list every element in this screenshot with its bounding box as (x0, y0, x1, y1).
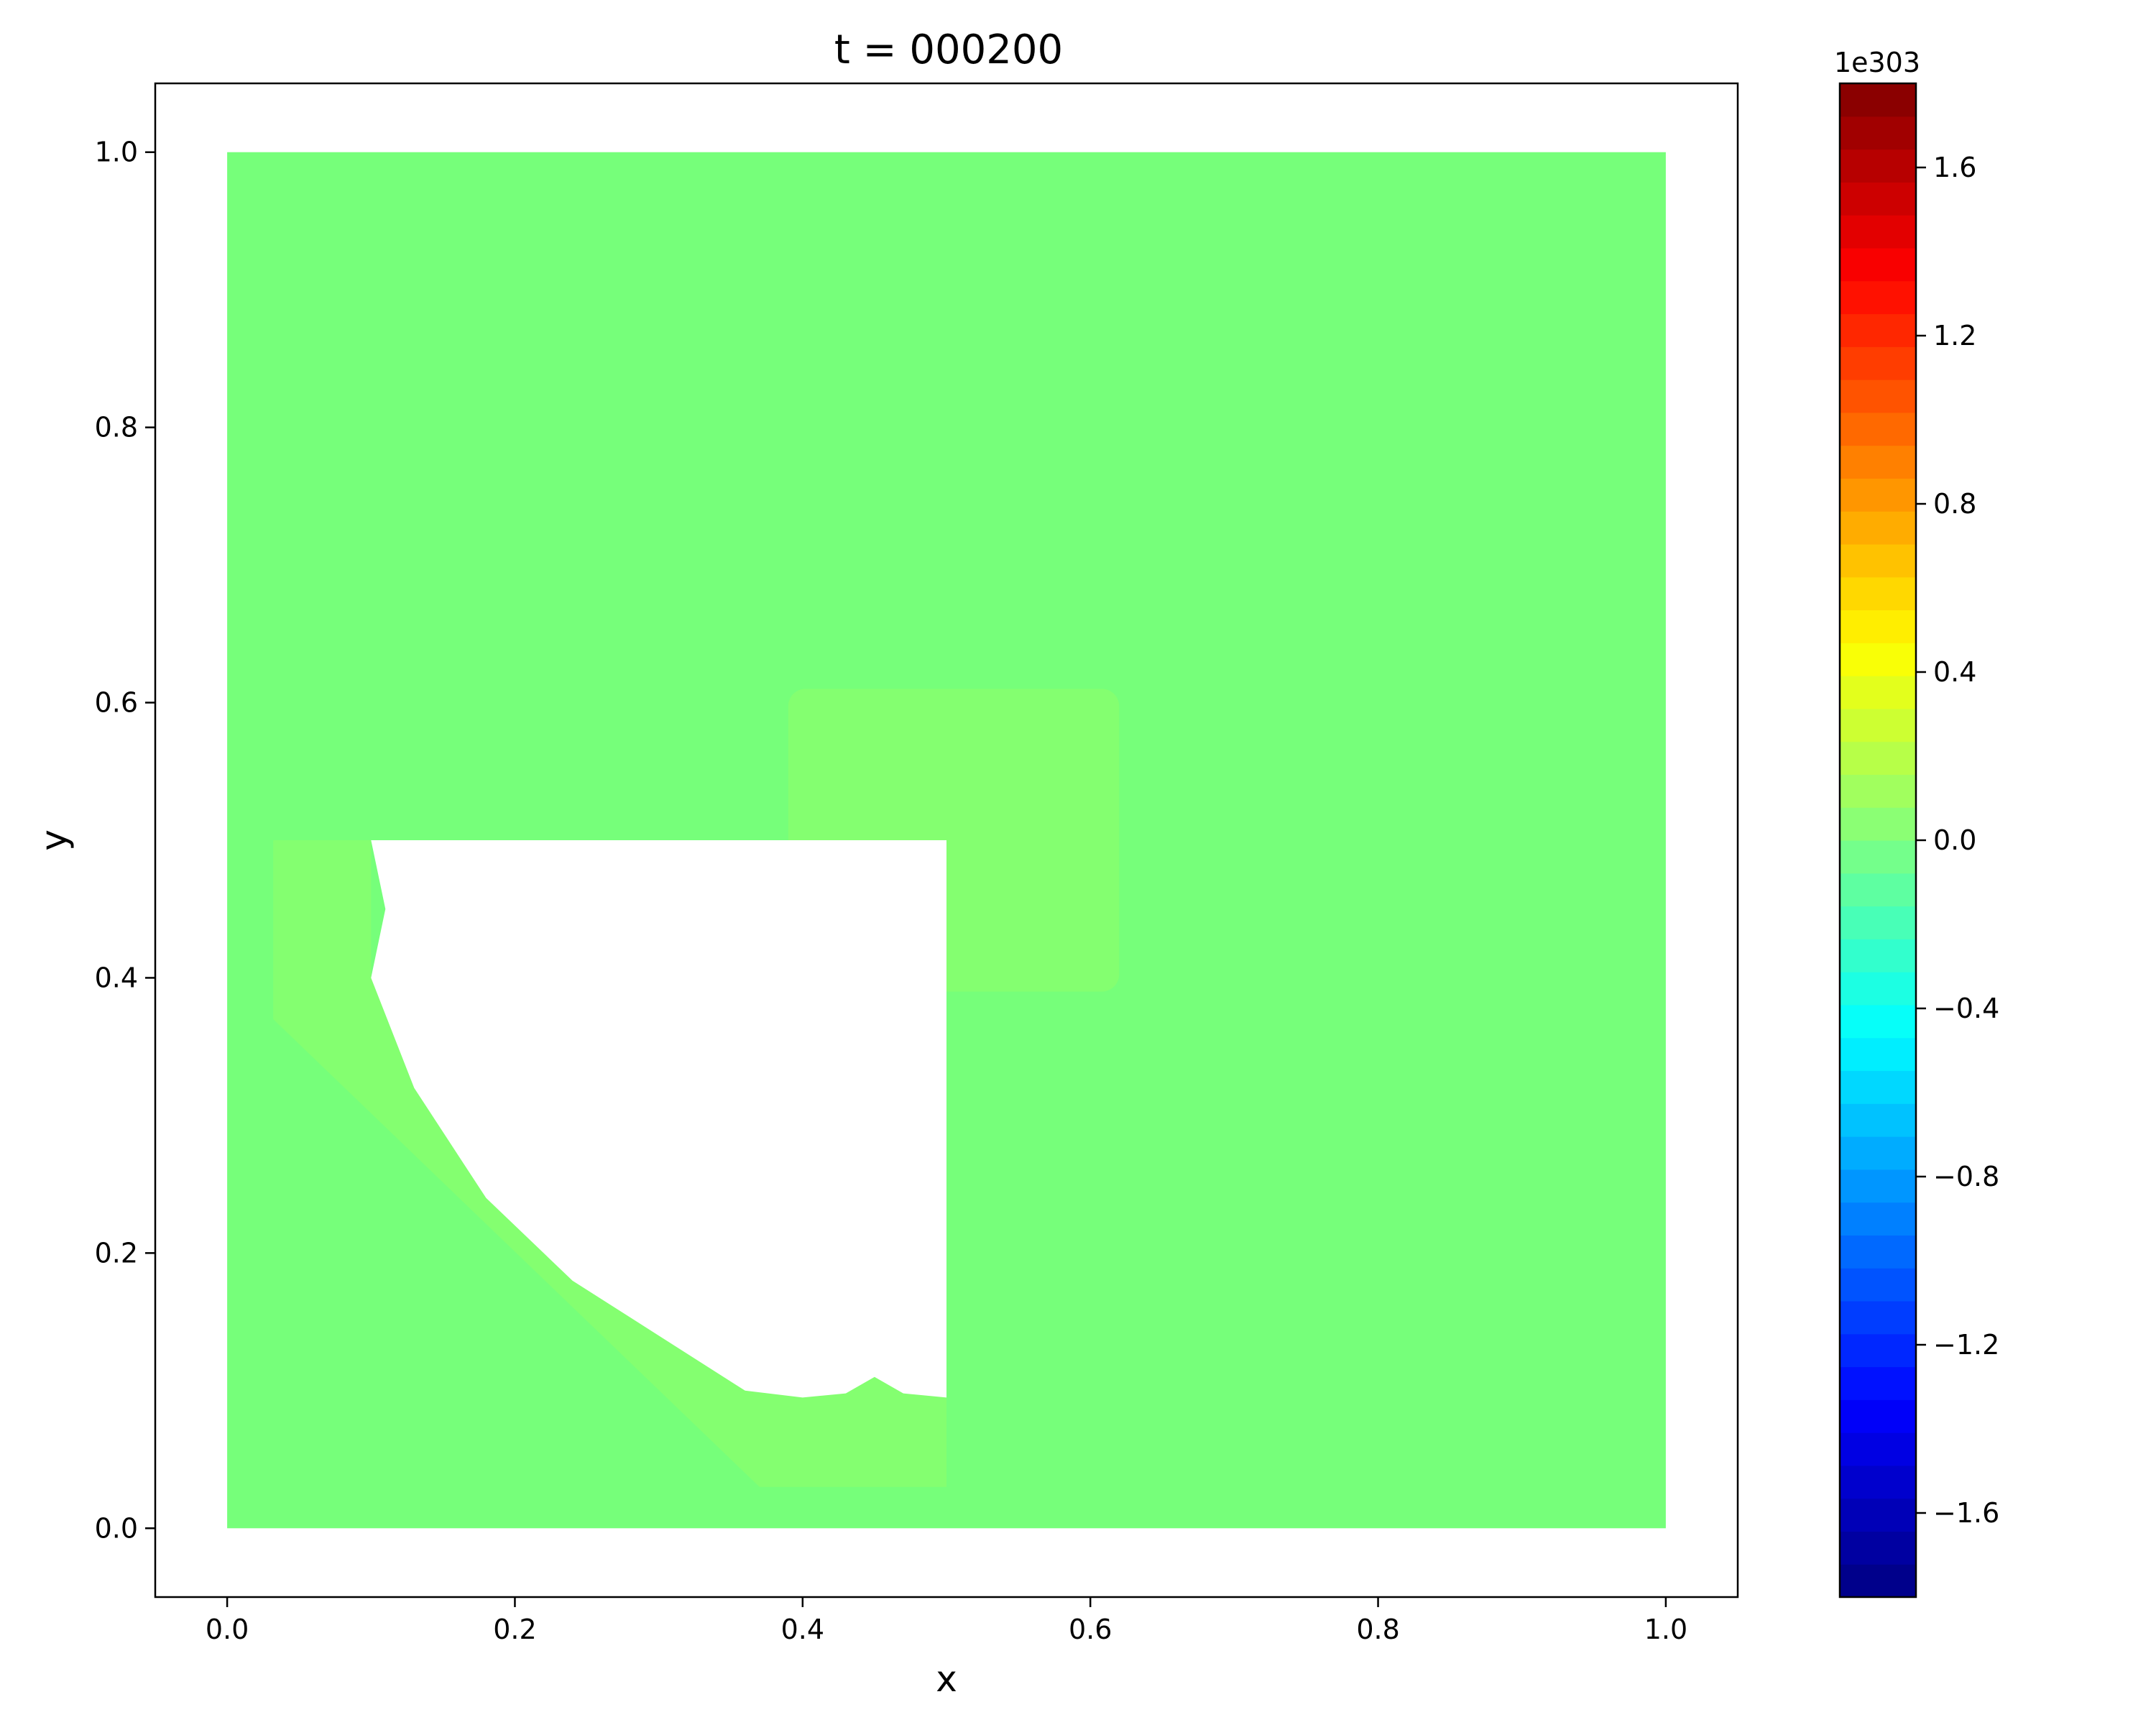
y-tick-label: 0.8 (95, 412, 138, 443)
colorbar-bands (1840, 83, 1916, 1598)
colorbar-offset-label: 1e303 (1834, 47, 1920, 78)
colorbar-band (1840, 807, 1916, 841)
colorbar-band (1840, 280, 1916, 315)
x-tick-label: 0.8 (1356, 1614, 1399, 1645)
colorbar-band (1840, 478, 1916, 512)
y-tick-label: 0.4 (95, 962, 138, 993)
colorbar-ticks: 1.6 1.2 0.8 0.4 0.0 −0.4 −0.8 −1.2 −1.6 (1916, 152, 1999, 1529)
y-axis: 0.0 0.2 0.4 0.6 0.8 1.0 (95, 137, 155, 1544)
colorbar-band (1840, 313, 1916, 347)
colorbar-band (1840, 445, 1916, 479)
colorbar-band (1840, 182, 1916, 216)
colorbar-band (1840, 1037, 1916, 1072)
contour-field (227, 152, 1666, 1529)
x-axis-label: x (936, 1658, 957, 1700)
colorbar: 1.6 1.2 0.8 0.4 0.0 −0.4 −0.8 −1.2 −1.6 1e303 (1834, 47, 1999, 1598)
colorbar-band (1840, 1564, 1916, 1598)
colorbar-band (1840, 116, 1916, 150)
colorbar-band (1840, 1333, 1916, 1368)
colorbar-tick-label: 1.6 (1933, 152, 1976, 183)
colorbar-band (1840, 1202, 1916, 1236)
colorbar-band (1840, 1103, 1916, 1137)
colorbar-band (1840, 576, 1916, 611)
colorbar-band (1840, 873, 1916, 907)
colorbar-band (1840, 346, 1916, 380)
colorbar-band (1840, 741, 1916, 776)
colorbar-band (1840, 543, 1916, 578)
x-tick-label: 0.6 (1069, 1614, 1112, 1645)
y-tick-label: 0.6 (95, 687, 138, 719)
colorbar-tick-label: −1.2 (1933, 1329, 1999, 1361)
colorbar-band (1840, 1070, 1916, 1104)
plot-area (154, 82, 1739, 1598)
axes-frame (154, 82, 1739, 1598)
colorbar-band (1840, 1432, 1916, 1466)
blank-region (371, 840, 946, 1398)
colorbar-band (1840, 708, 1916, 742)
y-tick-label: 0.2 (95, 1237, 138, 1269)
colorbar-tick-label: 0.4 (1933, 656, 1976, 688)
x-axis: 0.0 0.2 0.4 0.6 0.8 1.0 (206, 1597, 1687, 1645)
colorbar-band (1840, 972, 1916, 1006)
colorbar-band (1840, 610, 1916, 643)
x-tick-label: 0.0 (206, 1614, 249, 1645)
chart-title: t = 000200 (834, 27, 1063, 73)
colorbar-band (1840, 1268, 1916, 1302)
colorbar-band (1840, 1300, 1916, 1335)
colorbar-band (1840, 247, 1916, 282)
colorbar-band (1840, 83, 1916, 117)
colorbar-band (1840, 840, 1916, 874)
colorbar-tick-label: 0.0 (1933, 824, 1976, 856)
x-tick-label: 0.4 (781, 1614, 824, 1645)
colorbar-band (1840, 1465, 1916, 1499)
x-tick-label: 0.2 (493, 1614, 536, 1645)
colorbar-tick-label: 1.2 (1933, 320, 1976, 351)
y-tick-label: 1.0 (95, 137, 138, 168)
colorbar-band (1840, 1498, 1916, 1532)
colorbar-band (1840, 1366, 1916, 1400)
colorbar-band (1840, 774, 1916, 808)
x-tick-label: 1.0 (1644, 1614, 1687, 1645)
colorbar-tick-label: −1.6 (1933, 1497, 1999, 1529)
colorbar-band (1840, 643, 1916, 676)
colorbar-band (1840, 412, 1916, 446)
colorbar-band (1840, 1169, 1916, 1203)
colorbar-band (1840, 1531, 1916, 1565)
colorbar-band (1840, 215, 1916, 249)
colorbar-band (1840, 1004, 1916, 1039)
colorbar-tick-label: −0.4 (1933, 993, 1999, 1024)
colorbar-tick-label: −0.8 (1933, 1161, 1999, 1192)
colorbar-band (1840, 906, 1916, 939)
front-band (273, 840, 947, 1487)
colorbar-band (1840, 1399, 1916, 1433)
colorbar-band (1840, 939, 1916, 972)
colorbar-band (1840, 511, 1916, 545)
colorbar-tick-label: 0.8 (1933, 488, 1976, 520)
colorbar-band (1840, 380, 1916, 413)
colorbar-band (1840, 1235, 1916, 1269)
colorbar-band (1840, 676, 1916, 709)
y-axis-label: y (33, 829, 75, 851)
y-tick-label: 0.0 (95, 1512, 138, 1544)
colorbar-band (1840, 1136, 1916, 1170)
colorbar-band (1840, 149, 1916, 183)
